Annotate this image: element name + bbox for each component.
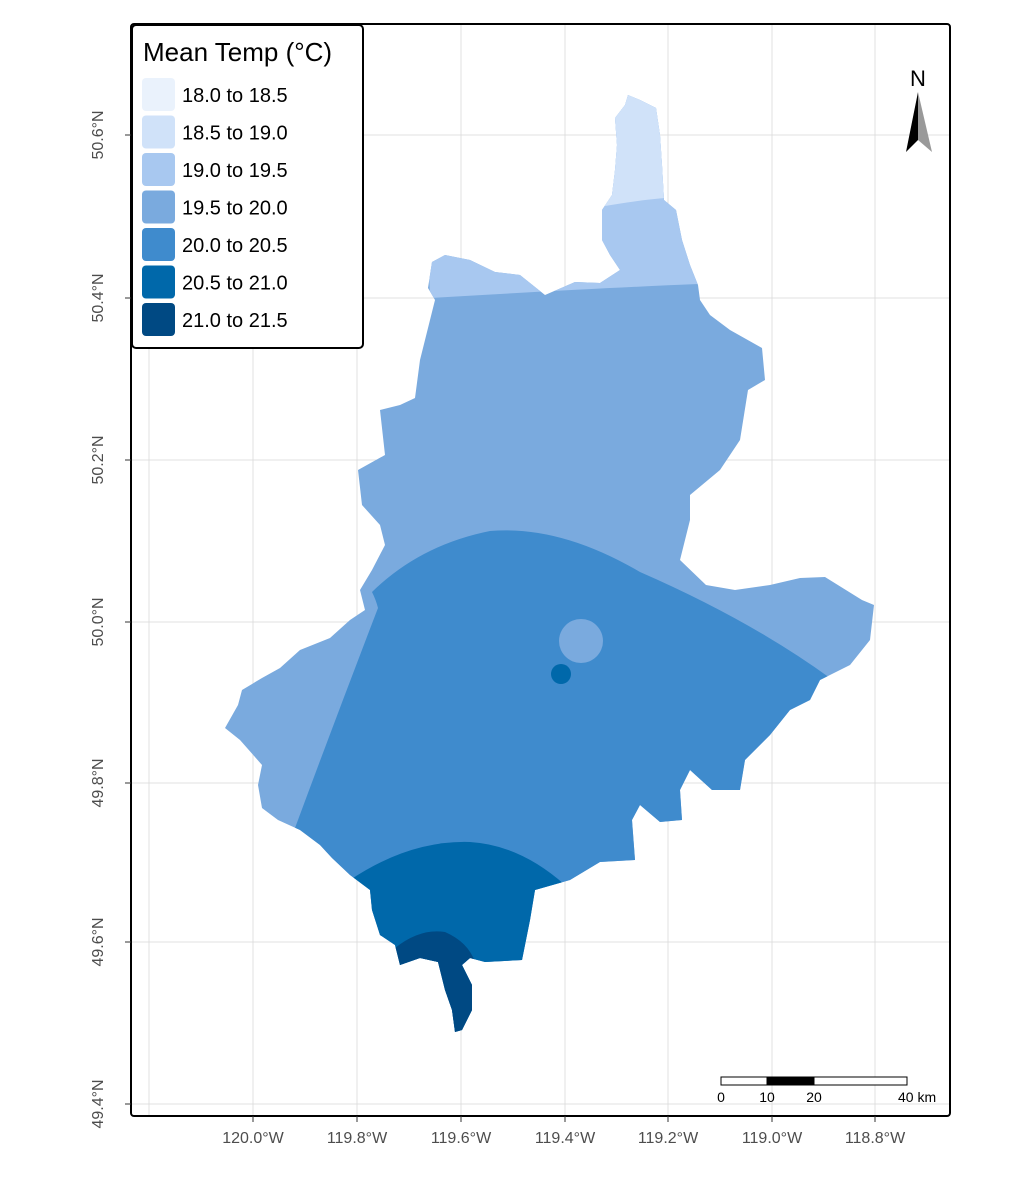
- legend-box: [131, 24, 364, 349]
- legend-swatch: [142, 153, 175, 186]
- y-tick-label: 50.4°N: [90, 273, 107, 322]
- legend-items: 18.0 to 18.5 18.5 to 19.0 19.0 to 19.5 19.5…: [142, 78, 288, 336]
- scale-segment-2: [766, 1076, 815, 1086]
- legend-label: 18.5 to 19.0: [182, 123, 288, 145]
- scale-segment-3: [813, 1076, 908, 1086]
- legend-swatch: [142, 190, 175, 224]
- y-tick-label: 50.0°N: [90, 597, 107, 646]
- x-tick-label: 119.4°W: [535, 1130, 596, 1147]
- y-tick-label: 50.2°N: [90, 435, 107, 484]
- x-axis: 120.0°W 119.8°W 119.6°W 119.4°W 119.2°W 119.0…: [222, 1116, 906, 1147]
- legend-swatch: [142, 303, 175, 336]
- north-arrow-dark-half: [906, 92, 918, 152]
- legend-swatch: [142, 78, 175, 111]
- legend-swatch: [142, 228, 175, 261]
- x-tick-label: 119.0°W: [742, 1130, 803, 1147]
- zone-warm-spot: [551, 664, 571, 684]
- legend-swatch: [142, 115, 175, 149]
- zone-cool-spot: [559, 619, 603, 663]
- north-arrow-light-half: [918, 92, 932, 152]
- y-axis: 49.4°N 49.6°N 49.8°N 50.0°N 50.2°N 50.4°N 50.6…: [90, 110, 131, 1129]
- legend-label: 20.5 to 21.0: [182, 273, 288, 295]
- plot-frame: [130, 23, 951, 1117]
- scale-label-0: 0: [717, 1089, 725, 1105]
- y-tick-label: 49.6°N: [90, 917, 107, 966]
- scale-segment-1: [720, 1076, 768, 1086]
- legend-title: Mean Temp (°C): [143, 37, 332, 67]
- x-tick-label: 118.8°W: [845, 1130, 906, 1147]
- x-tick-label: 120.0°W: [222, 1130, 284, 1147]
- legend-label: 19.5 to 20.0: [182, 198, 288, 220]
- x-tick-label: 119.2°W: [638, 1130, 699, 1147]
- y-tick-label: 50.6°N: [90, 110, 107, 159]
- scale-bar: 0 10 20 40 km: [717, 1076, 936, 1105]
- zone-18-5-to-19-0: [600, 95, 700, 206]
- y-tick-label: 49.4°N: [90, 1079, 107, 1128]
- scale-label-20: 20: [806, 1089, 822, 1105]
- legend-label: 18.0 to 18.5: [182, 85, 288, 107]
- scale-label-40km: 40 km: [898, 1089, 936, 1105]
- legend-label: 19.0 to 19.5: [182, 160, 288, 182]
- legend: Mean Temp (°C) 18.0 to 18.518.5 to 19.01…: [131, 24, 364, 349]
- legend-swatch: [142, 265, 175, 299]
- north-arrow: N: [906, 66, 932, 152]
- x-tick-label: 119.6°W: [431, 1130, 492, 1147]
- legend-label: 21.0 to 21.5: [182, 310, 288, 332]
- north-label: N: [910, 66, 926, 91]
- legend-label: 20.0 to 20.5: [182, 235, 288, 257]
- x-tick-label: 119.8°W: [327, 1130, 388, 1147]
- y-tick-label: 49.8°N: [90, 758, 107, 807]
- scale-label-10: 10: [759, 1089, 775, 1105]
